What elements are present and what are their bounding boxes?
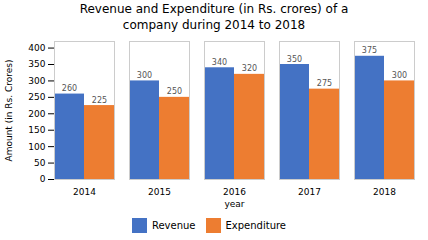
svg-text:300: 300 [137, 71, 152, 80]
svg-text:375: 375 [362, 46, 377, 55]
svg-text:350: 350 [287, 55, 302, 64]
svg-text:2017: 2017 [298, 187, 321, 197]
svg-text:100: 100 [28, 142, 45, 152]
svg-text:260: 260 [62, 84, 77, 93]
svg-text:320: 320 [242, 65, 257, 74]
svg-text:250: 250 [28, 92, 45, 102]
svg-text:200: 200 [28, 109, 45, 119]
svg-text:2015: 2015 [148, 187, 171, 197]
svg-text:300: 300 [28, 76, 45, 86]
svg-text:2016: 2016 [223, 187, 246, 197]
svg-text:0: 0 [40, 175, 46, 185]
svg-text:350: 350 [28, 60, 45, 70]
svg-text:250: 250 [167, 88, 182, 97]
html-text:Revenue and Expenditure (in Rs: Revenue and Expenditure (in Rs. crores) … [79, 2, 349, 32]
svg-text:50: 50 [34, 158, 46, 168]
svg-text:year: year [224, 199, 244, 209]
svg-text:150: 150 [28, 125, 45, 135]
html-text:Expenditure: Expenditure [225, 220, 286, 232]
svg-text:340: 340 [212, 58, 227, 67]
svg-text:300: 300 [392, 71, 407, 80]
svg-text:Amount (in Rs. Crores): Amount (in Rs. Crores) [4, 60, 14, 162]
html-text:Revenue: Revenue [152, 220, 196, 232]
svg-text:400: 400 [28, 43, 45, 53]
svg-text:275: 275 [317, 79, 332, 88]
svg-text:2018: 2018 [373, 187, 396, 197]
svg-text:225: 225 [92, 96, 107, 105]
svg-text:2014: 2014 [73, 187, 96, 197]
